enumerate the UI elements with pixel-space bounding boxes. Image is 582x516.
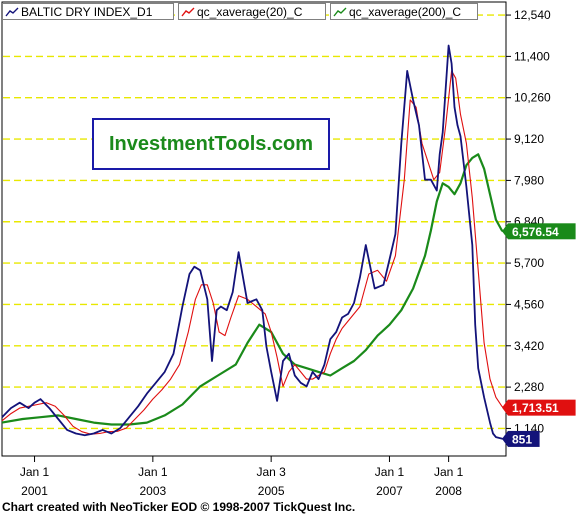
y-tick-label: 5,700	[514, 256, 544, 270]
logo-text: InvestmentTools.com	[108, 132, 314, 155]
chart-credit-footer: Chart created with NeoTicker EOD © 1998-…	[2, 500, 356, 514]
series-line-0	[1, 44, 504, 440]
badge-pointer	[502, 430, 508, 447]
value-badge	[508, 399, 576, 416]
x-tick-label: Jan 1	[434, 465, 464, 479]
y-tick-label: 11,400	[514, 49, 550, 63]
series-line-2	[1, 153, 505, 426]
series-layer	[1, 44, 505, 440]
line-glyph-icon	[333, 7, 347, 17]
badge-pointer	[502, 399, 508, 416]
x-tick-year-label: 2008	[435, 484, 462, 498]
y-tick-label: 9,120	[514, 132, 544, 146]
line-glyph-icon	[181, 7, 195, 17]
badge-pointer	[502, 223, 508, 240]
y-tick-label: 4,560	[514, 297, 544, 311]
legend-item-avg200: qc_xaverage(200)_C	[330, 3, 478, 20]
x-tick-year-label: 2003	[139, 484, 166, 498]
value-badge	[508, 223, 576, 240]
y-tick-label: 3,420	[514, 339, 544, 353]
legend-label: BALTIC DRY INDEX_D1	[21, 5, 153, 19]
value-badge	[508, 430, 540, 447]
badge-layer: 6,576.54 1,713.51 851	[502, 223, 576, 447]
legend-label: qc_xaverage(20)_C	[197, 5, 303, 19]
legend-item-index: BALTIC DRY INDEX_D1	[2, 3, 174, 20]
x-tick-label: Jan 1	[20, 465, 50, 479]
x-tick-year-label: 2001	[21, 484, 48, 498]
series-line-1	[1, 70, 504, 435]
x-tick-label: Jan 3	[256, 465, 286, 479]
y-tick-label: 10,260	[514, 91, 551, 105]
y-tick-label: 12,540	[514, 8, 551, 22]
grid-layer	[1, 1, 507, 457]
value-badge-label: 851	[512, 432, 532, 446]
plot-frame	[1, 1, 507, 457]
investmenttools-logo: InvestmentTools.com	[92, 118, 330, 170]
line-glyph-icon	[5, 7, 19, 17]
x-tick-year-label: 2005	[258, 484, 285, 498]
y-tick-label: 2,280	[514, 380, 544, 394]
x-tick-label: Jan 1	[138, 465, 168, 479]
legend-item-avg20: qc_xaverage(20)_C	[178, 3, 326, 20]
x-tick-year-label: 2007	[376, 484, 403, 498]
value-badge-label: 6,576.54	[512, 225, 559, 239]
x-tick-label: Jan 1	[375, 465, 405, 479]
legend-label: qc_xaverage(200)_C	[349, 5, 462, 19]
value-badge-label: 1,713.51	[512, 401, 559, 415]
y-tick-label: 7,980	[514, 173, 544, 187]
